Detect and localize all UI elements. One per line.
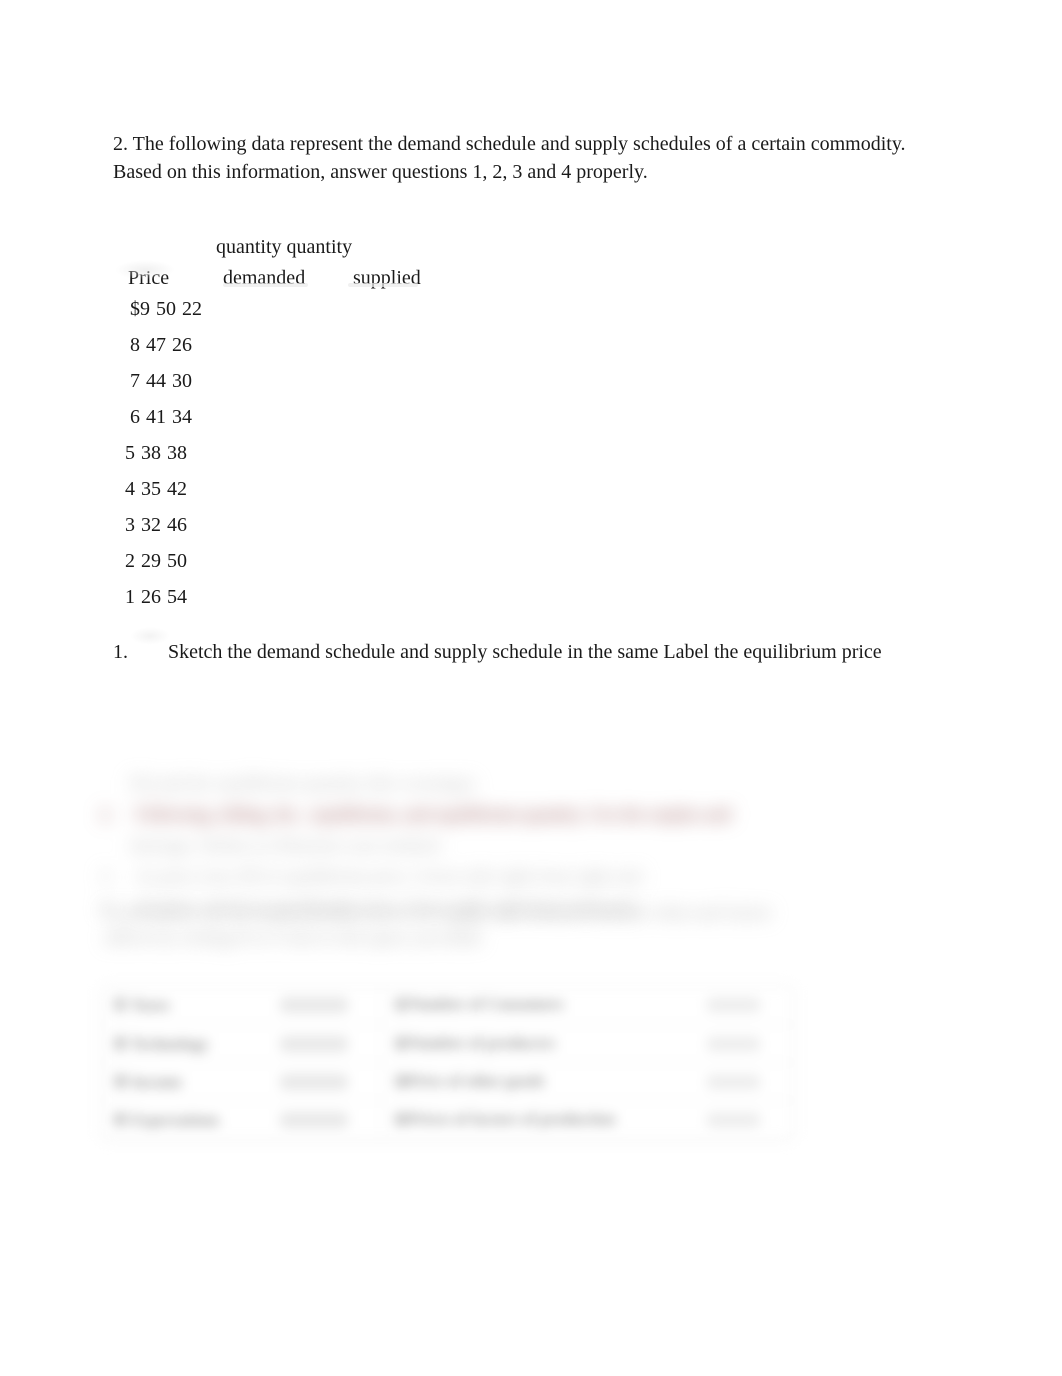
table-cell-pill xyxy=(631,1075,781,1089)
demanded-cell: 38 xyxy=(141,442,161,465)
underline-decoration xyxy=(348,283,418,287)
table-cell-pill xyxy=(631,1037,781,1051)
demanded-cell: 44 xyxy=(146,370,166,393)
price-cell: 8 xyxy=(130,334,140,357)
demanded-cell: 29 xyxy=(141,550,161,573)
demanded-cell: 47 xyxy=(146,334,166,357)
data-row: 6 41 34 xyxy=(113,406,952,429)
price-cell: 3 xyxy=(125,514,135,537)
blurred-line: Listed below are the many possible curve… xyxy=(105,900,815,950)
blurred-line: EQ and the equilibrium quantity (the cro… xyxy=(100,770,800,797)
smudge-decoration xyxy=(130,627,170,645)
supplied-cell: 42 xyxy=(167,478,187,501)
data-row: 5 38 38 xyxy=(113,442,952,465)
quantity-header-row: quantity quantity xyxy=(113,236,952,259)
table-cell-pill xyxy=(271,1112,381,1128)
table-cell-pill xyxy=(271,997,381,1013)
table-cell-right: ③ Price of other goods xyxy=(381,1063,631,1100)
price-cell: 1 xyxy=(125,586,135,609)
table-cell-right: ① Number of Consumers xyxy=(381,986,631,1024)
demanded-cell: 32 xyxy=(141,514,161,537)
blurred-factors-table: ① Taxes ① Number of Consumers ② Technolo… xyxy=(100,985,795,1140)
table-cell-left: ③ Income xyxy=(101,1072,271,1092)
supplied-cell: 30 xyxy=(172,370,192,393)
price-cell: 4 xyxy=(125,478,135,501)
data-row: 8 47 26 xyxy=(113,334,952,357)
data-row: 4 35 42 xyxy=(113,478,952,501)
question-number: 1. xyxy=(113,641,168,664)
quantity-header-label: quantity quantity xyxy=(216,236,352,259)
supplied-cell: 54 xyxy=(167,586,187,609)
supplied-cell: 22 xyxy=(182,298,202,321)
blurred-line: shortage. Define (c) Illustrate your met… xyxy=(100,832,800,859)
data-row: 2 29 50 xyxy=(113,550,952,573)
table-cell-pill xyxy=(271,1036,381,1052)
price-cell: $9 xyxy=(130,298,150,321)
smudge-decoration xyxy=(115,260,175,280)
underline-decoration xyxy=(223,283,308,287)
demanded-cell: 50 xyxy=(156,298,176,321)
supplied-cell: 46 xyxy=(167,514,187,537)
blurred-line: 3. As price rises fill in equilibrium pr… xyxy=(100,863,800,890)
table-cell-pill xyxy=(631,998,781,1012)
table-row: ③ Income ③ Price of other goods xyxy=(101,1062,794,1100)
table-cell-left: ② Technology xyxy=(101,1034,271,1054)
table-cell-left: ④ Expectations xyxy=(101,1110,271,1130)
table-cell-right: ④ Prices of factors of production xyxy=(381,1101,631,1138)
supplied-cell: 50 xyxy=(167,550,187,573)
question-1-row: 1. Sketch the demand schedule and supply… xyxy=(113,641,952,664)
table-row: ② Technology ② Number of producers xyxy=(101,1024,794,1062)
supplied-cell: 38 xyxy=(167,442,187,465)
table-cell-left: ① Taxes xyxy=(101,995,271,1015)
supplied-cell: 34 xyxy=(172,406,192,429)
data-row: $9 50 22 xyxy=(113,298,952,321)
demanded-cell: 41 xyxy=(146,406,166,429)
question-text: Sketch the demand schedule and supply sc… xyxy=(168,641,952,664)
supplied-cell: 26 xyxy=(172,334,192,357)
demanded-cell: 35 xyxy=(141,478,161,501)
intro-paragraph: 2. The following data represent the dema… xyxy=(113,130,952,186)
data-row: 1 26 54 xyxy=(113,586,952,609)
table-row: ④ Expectations ④ Prices of factors of pr… xyxy=(101,1100,794,1138)
demanded-cell: 26 xyxy=(141,586,161,609)
price-cell: 2 xyxy=(125,550,135,573)
table-cell-right: ② Number of producers xyxy=(381,1025,631,1062)
data-row: 3 32 46 xyxy=(113,514,952,537)
price-cell: 7 xyxy=(130,370,140,393)
blurred-instruction-block: Listed below are the many possible curve… xyxy=(105,900,815,950)
data-row: 7 44 30 xyxy=(113,370,952,393)
price-cell: 6 xyxy=(130,406,140,429)
table-cell-pill xyxy=(631,1113,781,1127)
table-cell-pill xyxy=(271,1074,381,1090)
blurred-line: 2. Following, falling, the , equilibrium… xyxy=(100,801,800,828)
price-cell: 5 xyxy=(125,442,135,465)
table-row: ① Taxes ① Number of Consumers xyxy=(101,986,794,1024)
